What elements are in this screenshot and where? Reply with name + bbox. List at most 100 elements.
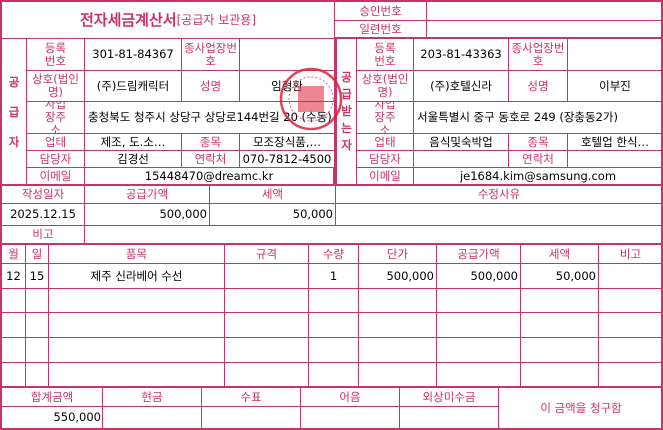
items-header-spec: 규격 (225, 245, 309, 264)
cash-amount (103, 407, 202, 428)
supplier-reg-no: 301-81-84367 (85, 39, 182, 71)
supplier-company-label: 상호(법인명) (27, 71, 85, 102)
supplier-ceo: 임형환 (240, 71, 335, 102)
cash-label: 현금 (103, 388, 202, 407)
bill-amount (301, 407, 400, 428)
supplier-address-label: 사업장주소 (27, 102, 85, 134)
buyer-side-label: 공급받는자 (335, 39, 357, 186)
item-spec (225, 338, 309, 363)
item-unit-price (359, 363, 437, 388)
buyer-email: je1684.kim@samsung.com (414, 168, 663, 186)
item-item-name (49, 313, 225, 338)
buyer-item: 호텔업 한식… (568, 134, 663, 151)
supply-amount-label: 공급가액 (85, 186, 210, 204)
items-header-qty: 수량 (309, 245, 359, 264)
item-tax (521, 289, 599, 313)
date-label: 작성일자 (2, 186, 85, 204)
total-label: 합계금액 (2, 388, 103, 407)
item-month (2, 313, 26, 338)
item-note (599, 264, 663, 289)
item-unit-price (359, 338, 437, 363)
item-unit-price (359, 313, 437, 338)
item-item-name (49, 363, 225, 388)
items-header-supply-amount: 공급가액 (437, 245, 521, 264)
buyer-address-label: 사업장주소 (357, 102, 414, 134)
buyer-side-text: 공급받는자 (341, 70, 352, 152)
item-spec (225, 289, 309, 313)
item-note (599, 313, 663, 338)
supplier-item: 모조장식품,… (240, 134, 335, 151)
reason-label: 수정사유 (336, 186, 663, 204)
item-supply-amount (437, 363, 521, 388)
reason-value (336, 204, 663, 226)
item-item-name (49, 338, 225, 363)
supplier-contact: 070-7812-4500 (240, 151, 335, 168)
invoice-title: 전자세금계산서 [공급자 보관용] (2, 2, 335, 39)
buyer-manager-label: 담당자 (357, 151, 414, 168)
item-supply-amount (437, 289, 521, 313)
item-day (26, 289, 49, 313)
item-tax (521, 363, 599, 388)
items-header-note: 비고 (599, 245, 663, 264)
buyer-biztype: 음식및숙박업 (414, 134, 509, 151)
supplier-reg-label: 등록번호 (27, 39, 85, 71)
buyer-company-label: 상호(법인명) (357, 71, 414, 102)
supplier-ceo-label: 성명 (182, 71, 240, 102)
title-text: 전자세금계산서 (79, 10, 177, 29)
item-day (26, 338, 49, 363)
supply-amount: 500,000 (85, 204, 210, 226)
item-note (599, 289, 663, 313)
supplier-item-label: 종목 (182, 134, 240, 151)
item-supply-amount (437, 338, 521, 363)
item-qty: 1 (309, 264, 359, 289)
supplier-contact-label: 연락처 (182, 151, 240, 168)
tax-label: 세액 (210, 186, 336, 204)
supplier-side-label: 공급자 (2, 39, 27, 186)
approval-label: 승인번호 (335, 2, 427, 21)
buyer-biztype-label: 업태 (357, 134, 414, 151)
item-item-name (49, 289, 225, 313)
supplier-email: 15448470@dreamc.kr (85, 168, 335, 186)
item-tax (521, 313, 599, 338)
item-month (2, 338, 26, 363)
item-tax (521, 338, 599, 363)
supplier-manager-label: 담당자 (27, 151, 85, 168)
item-qty (309, 363, 359, 388)
item-qty (309, 338, 359, 363)
buyer-contact (568, 151, 663, 168)
supplier-sub-label: 종사업장번호 (182, 39, 240, 71)
buyer-reg-no: 203-81-43363 (414, 39, 509, 71)
item-month (2, 363, 26, 388)
items-header-month: 월 (2, 245, 26, 264)
item-day (26, 313, 49, 338)
bill-label: 어음 (301, 388, 400, 407)
item-day (26, 363, 49, 388)
item-unit-price (359, 289, 437, 313)
item-tax: 50,000 (521, 264, 599, 289)
item-spec (225, 264, 309, 289)
supplier-side-text: 공급자 (8, 74, 20, 149)
item-day: 15 (26, 264, 49, 289)
check-amount (202, 407, 301, 428)
buyer-email-label: 이메일 (357, 168, 414, 186)
items-header-day: 일 (26, 245, 49, 264)
supplier-sub-no (240, 39, 335, 71)
item-month: 12 (2, 264, 26, 289)
buyer-company: (주)호텔신라 (414, 71, 509, 102)
total-amount: 550,000 (2, 407, 103, 428)
supplier-address: 충청북도 청주시 상당구 상당로144번길 20 (수동) (85, 102, 335, 134)
credit-label: 외상미수금 (400, 388, 499, 407)
note-value (85, 226, 663, 245)
claim-text: 이 금액을 청구함 (540, 400, 622, 415)
supplier-biztype: 제조, 도.소… (85, 134, 182, 151)
approval-value (427, 2, 663, 21)
credit-amount (400, 407, 499, 428)
serial-label: 일련번호 (335, 21, 427, 39)
item-qty (309, 289, 359, 313)
check-label: 수표 (202, 388, 301, 407)
items-header-item-name: 품목 (49, 245, 225, 264)
issue-date: 2025.12.15 (2, 204, 85, 226)
item-supply-amount: 500,000 (437, 264, 521, 289)
buyer-address: 서울특별시 중구 동호로 249 (장충동2가) (414, 102, 663, 134)
